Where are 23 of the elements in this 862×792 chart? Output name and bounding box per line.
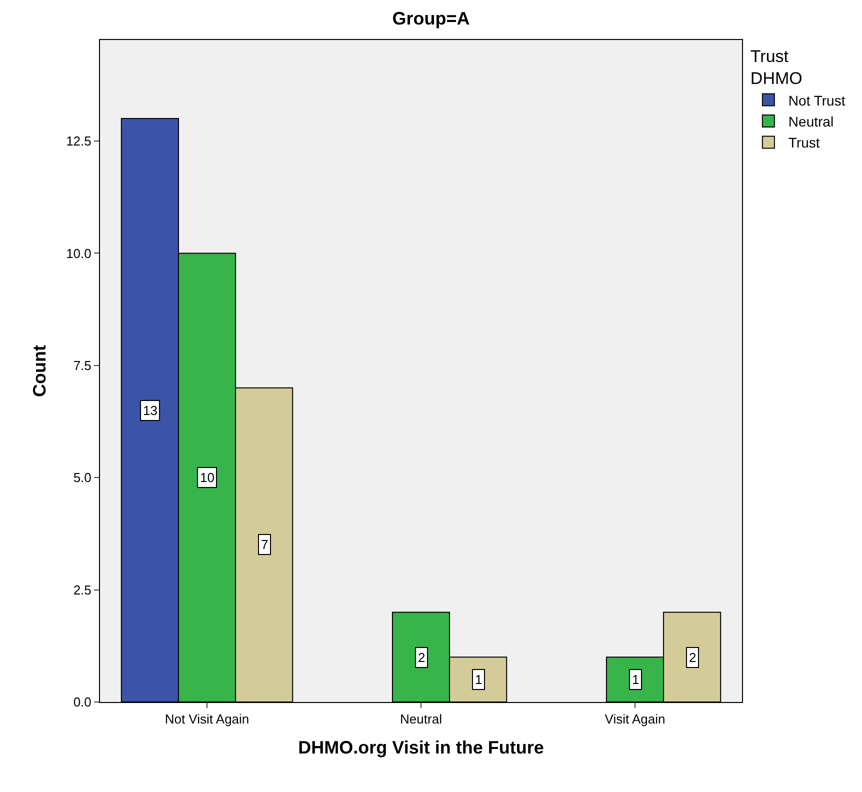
data-label: 10 xyxy=(200,470,214,485)
y-axis-title: Count xyxy=(29,345,50,397)
legend-label: Neutral xyxy=(788,113,834,130)
legend-label: Trust xyxy=(788,134,820,151)
data-label: 2 xyxy=(418,650,426,665)
chart-title: Group=A xyxy=(392,8,470,28)
data-label: 1 xyxy=(475,672,482,687)
y-tick-label: 7.5 xyxy=(73,358,92,373)
y-tick-label: 2.5 xyxy=(73,582,92,598)
data-label: 2 xyxy=(689,650,696,665)
y-tick-label: 5.0 xyxy=(73,470,92,486)
data-label: 1 xyxy=(632,672,640,687)
x-tick-label: Neutral xyxy=(400,712,442,727)
x-axis-title: DHMO.org Visit in the Future xyxy=(298,738,544,758)
data-label: 13 xyxy=(143,403,158,418)
legend-title: Trust DHMO xyxy=(750,47,802,88)
legend-label: Not Trust xyxy=(788,92,846,108)
y-tick-label: 12.5 xyxy=(66,134,92,149)
y-tick-label: 10.0 xyxy=(66,246,92,261)
x-tick-label: Not Visit Again xyxy=(164,712,250,727)
data-label: 7 xyxy=(261,537,268,552)
x-tick-label: Visit Again xyxy=(604,712,666,727)
y-tick-label: 0.0 xyxy=(73,694,92,710)
